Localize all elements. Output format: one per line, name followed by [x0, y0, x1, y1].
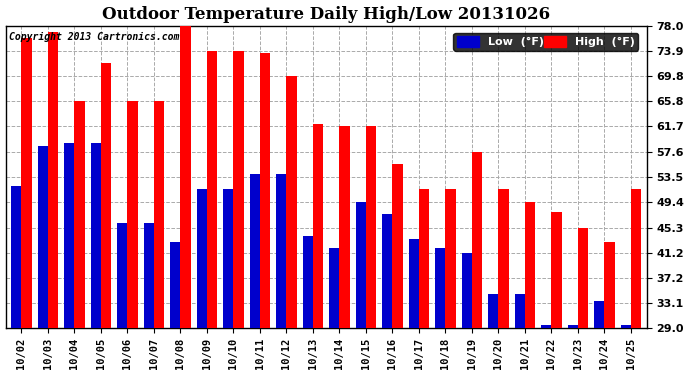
Bar	[515, 294, 525, 328]
Bar	[313, 124, 323, 328]
Bar	[250, 174, 260, 328]
Bar	[489, 294, 498, 328]
Bar	[48, 32, 58, 328]
Bar	[303, 236, 313, 328]
Bar	[181, 26, 190, 328]
Bar	[117, 224, 128, 328]
Bar	[75, 101, 84, 328]
Bar	[472, 152, 482, 328]
Bar	[91, 143, 101, 328]
Bar	[144, 224, 154, 328]
Bar	[12, 186, 21, 328]
Bar	[128, 101, 137, 328]
Bar	[578, 228, 588, 328]
Bar	[462, 253, 472, 328]
Bar	[366, 126, 376, 328]
Bar	[419, 189, 429, 328]
Bar	[631, 189, 641, 328]
Bar	[604, 242, 615, 328]
Text: Copyright 2013 Cartronics.com: Copyright 2013 Cartronics.com	[9, 32, 179, 42]
Bar	[525, 202, 535, 328]
Bar	[64, 143, 75, 328]
Bar	[393, 164, 402, 328]
Bar	[356, 202, 366, 328]
Bar	[551, 212, 562, 328]
Bar	[409, 239, 419, 328]
Bar	[260, 53, 270, 328]
Bar	[21, 38, 32, 328]
Bar	[154, 101, 164, 328]
Bar	[38, 146, 48, 328]
Bar	[568, 326, 578, 328]
Bar	[207, 51, 217, 328]
Bar	[329, 248, 339, 328]
Bar	[339, 126, 350, 328]
Bar	[382, 214, 393, 328]
Bar	[170, 242, 181, 328]
Bar	[542, 326, 551, 328]
Bar	[277, 174, 286, 328]
Bar	[621, 326, 631, 328]
Bar	[446, 189, 455, 328]
Bar	[594, 301, 604, 328]
Bar	[233, 51, 244, 328]
Bar	[197, 189, 207, 328]
Bar	[286, 76, 297, 328]
Bar	[435, 248, 446, 328]
Bar	[224, 189, 233, 328]
Bar	[101, 63, 111, 328]
Bar	[498, 189, 509, 328]
Title: Outdoor Temperature Daily High/Low 20131026: Outdoor Temperature Daily High/Low 20131…	[102, 6, 550, 22]
Legend: Low  (°F), High  (°F): Low (°F), High (°F)	[453, 33, 638, 51]
